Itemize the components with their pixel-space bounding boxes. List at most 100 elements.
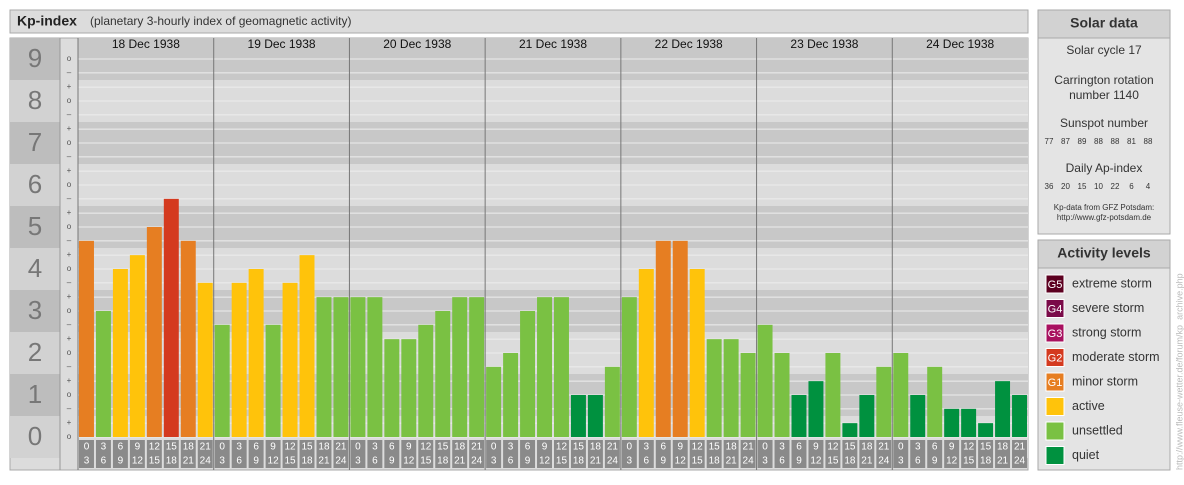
hour-box bbox=[503, 440, 519, 468]
bar bbox=[95, 311, 111, 437]
legend-swatch bbox=[1045, 446, 1065, 465]
minor-tick-label: – bbox=[67, 404, 72, 413]
x-tick-label: 21 bbox=[318, 456, 330, 467]
x-tick-label: 9 bbox=[135, 442, 141, 453]
legend-label: minor storm bbox=[1072, 374, 1138, 388]
carrington: Carrington rotation bbox=[1054, 73, 1153, 87]
kp-label-band bbox=[10, 80, 60, 122]
x-tick-label: 21 bbox=[590, 456, 602, 467]
minor-tick-label: – bbox=[67, 320, 72, 329]
x-tick-label: 21 bbox=[454, 456, 466, 467]
x-tick-label: 12 bbox=[403, 456, 415, 467]
hour-box bbox=[79, 440, 94, 468]
hour-box bbox=[180, 440, 196, 468]
x-tick-label: 18 bbox=[183, 442, 195, 453]
hour-box bbox=[859, 440, 875, 468]
x-tick-label: 6 bbox=[644, 456, 650, 467]
bar bbox=[944, 408, 960, 437]
y-tick-label: 7 bbox=[28, 127, 42, 157]
legend-label: strong storm bbox=[1072, 325, 1141, 339]
minor-tick-label: + bbox=[67, 82, 72, 91]
x-tick-label: 15 bbox=[556, 456, 568, 467]
hour-box bbox=[995, 440, 1011, 468]
minor-tick-label: + bbox=[67, 418, 72, 427]
hour-box bbox=[554, 440, 569, 468]
x-tick-label: 3 bbox=[219, 456, 225, 467]
x-tick-label: 21 bbox=[743, 442, 755, 453]
hour-box bbox=[689, 440, 705, 468]
y-tick-label: 6 bbox=[28, 169, 42, 199]
bar bbox=[859, 395, 875, 437]
x-tick-label: 12 bbox=[268, 456, 280, 467]
sunspot-value: 81 bbox=[1127, 137, 1136, 146]
x-tick-label: 21 bbox=[200, 442, 212, 453]
x-tick-label: 12 bbox=[827, 442, 839, 453]
x-tick-label: 0 bbox=[219, 442, 225, 453]
x-tick-label: 21 bbox=[878, 442, 890, 453]
sunspot-value: 87 bbox=[1061, 137, 1070, 146]
bar bbox=[469, 297, 485, 437]
x-tick-label: 9 bbox=[677, 442, 683, 453]
hour-box bbox=[95, 440, 111, 468]
x-tick-label: 6 bbox=[779, 456, 785, 467]
legend-swatch bbox=[1045, 421, 1065, 441]
sunspot-value: 88 bbox=[1111, 137, 1120, 146]
hour-box bbox=[1012, 440, 1027, 468]
x-tick-label: 18 bbox=[861, 442, 873, 453]
bar bbox=[757, 324, 773, 437]
hour-box bbox=[808, 440, 824, 468]
x-tick-label: 9 bbox=[932, 456, 938, 467]
bar bbox=[248, 269, 264, 437]
x-tick-label: 12 bbox=[692, 442, 704, 453]
bar bbox=[299, 255, 315, 437]
sunspot-value: 77 bbox=[1045, 137, 1054, 146]
kp-label-band bbox=[10, 374, 60, 416]
x-tick-label: 9 bbox=[270, 442, 276, 453]
hour-box bbox=[214, 440, 230, 468]
x-tick-label: 6 bbox=[932, 442, 938, 453]
x-tick-label: 9 bbox=[813, 442, 819, 453]
date-label: 22 Dec 1938 bbox=[655, 37, 723, 51]
x-tick-label: 18 bbox=[997, 442, 1009, 453]
x-tick-label: 15 bbox=[149, 456, 161, 467]
hour-box bbox=[791, 440, 807, 468]
hour-box bbox=[842, 440, 858, 468]
x-tick-label: 18 bbox=[590, 442, 602, 453]
bar bbox=[621, 297, 637, 437]
y-tick-label: 2 bbox=[28, 337, 42, 367]
x-tick-label: 12 bbox=[675, 456, 687, 467]
bar bbox=[452, 297, 468, 437]
x-tick-label: 21 bbox=[607, 442, 619, 453]
x-tick-label: 9 bbox=[406, 442, 412, 453]
source: http://www.gfz-potsdam.de bbox=[1057, 213, 1152, 222]
x-tick-label: 12 bbox=[810, 456, 822, 467]
x-tick-label: 18 bbox=[726, 442, 738, 453]
hour-box bbox=[774, 440, 790, 468]
x-tick-label: 24 bbox=[1014, 456, 1026, 467]
x-tick-label: 3 bbox=[644, 442, 650, 453]
minor-tick-label: o bbox=[67, 222, 72, 231]
x-tick-label: 3 bbox=[762, 456, 768, 467]
hour-box bbox=[384, 440, 400, 468]
x-tick-label: 15 bbox=[827, 456, 839, 467]
hour-box bbox=[282, 440, 298, 468]
bar bbox=[350, 297, 366, 437]
minor-tick-label: – bbox=[67, 278, 72, 287]
x-tick-label: 9 bbox=[253, 456, 259, 467]
bar bbox=[265, 324, 281, 437]
bar bbox=[520, 311, 536, 437]
minor-tick-label: + bbox=[67, 208, 72, 217]
hour-box bbox=[621, 440, 637, 468]
hour-box bbox=[927, 440, 943, 468]
minor-tick-label: o bbox=[67, 180, 72, 189]
x-tick-label: 3 bbox=[84, 456, 90, 467]
hour-box bbox=[944, 440, 960, 468]
y-tick-label: 4 bbox=[28, 253, 42, 283]
x-tick-label: 18 bbox=[301, 456, 313, 467]
bar bbox=[604, 366, 620, 437]
bar bbox=[774, 353, 790, 437]
legend-badge: G3 bbox=[1048, 328, 1063, 340]
hour-box bbox=[129, 440, 145, 468]
ap-value: 20 bbox=[1061, 182, 1070, 191]
bar bbox=[367, 297, 383, 437]
